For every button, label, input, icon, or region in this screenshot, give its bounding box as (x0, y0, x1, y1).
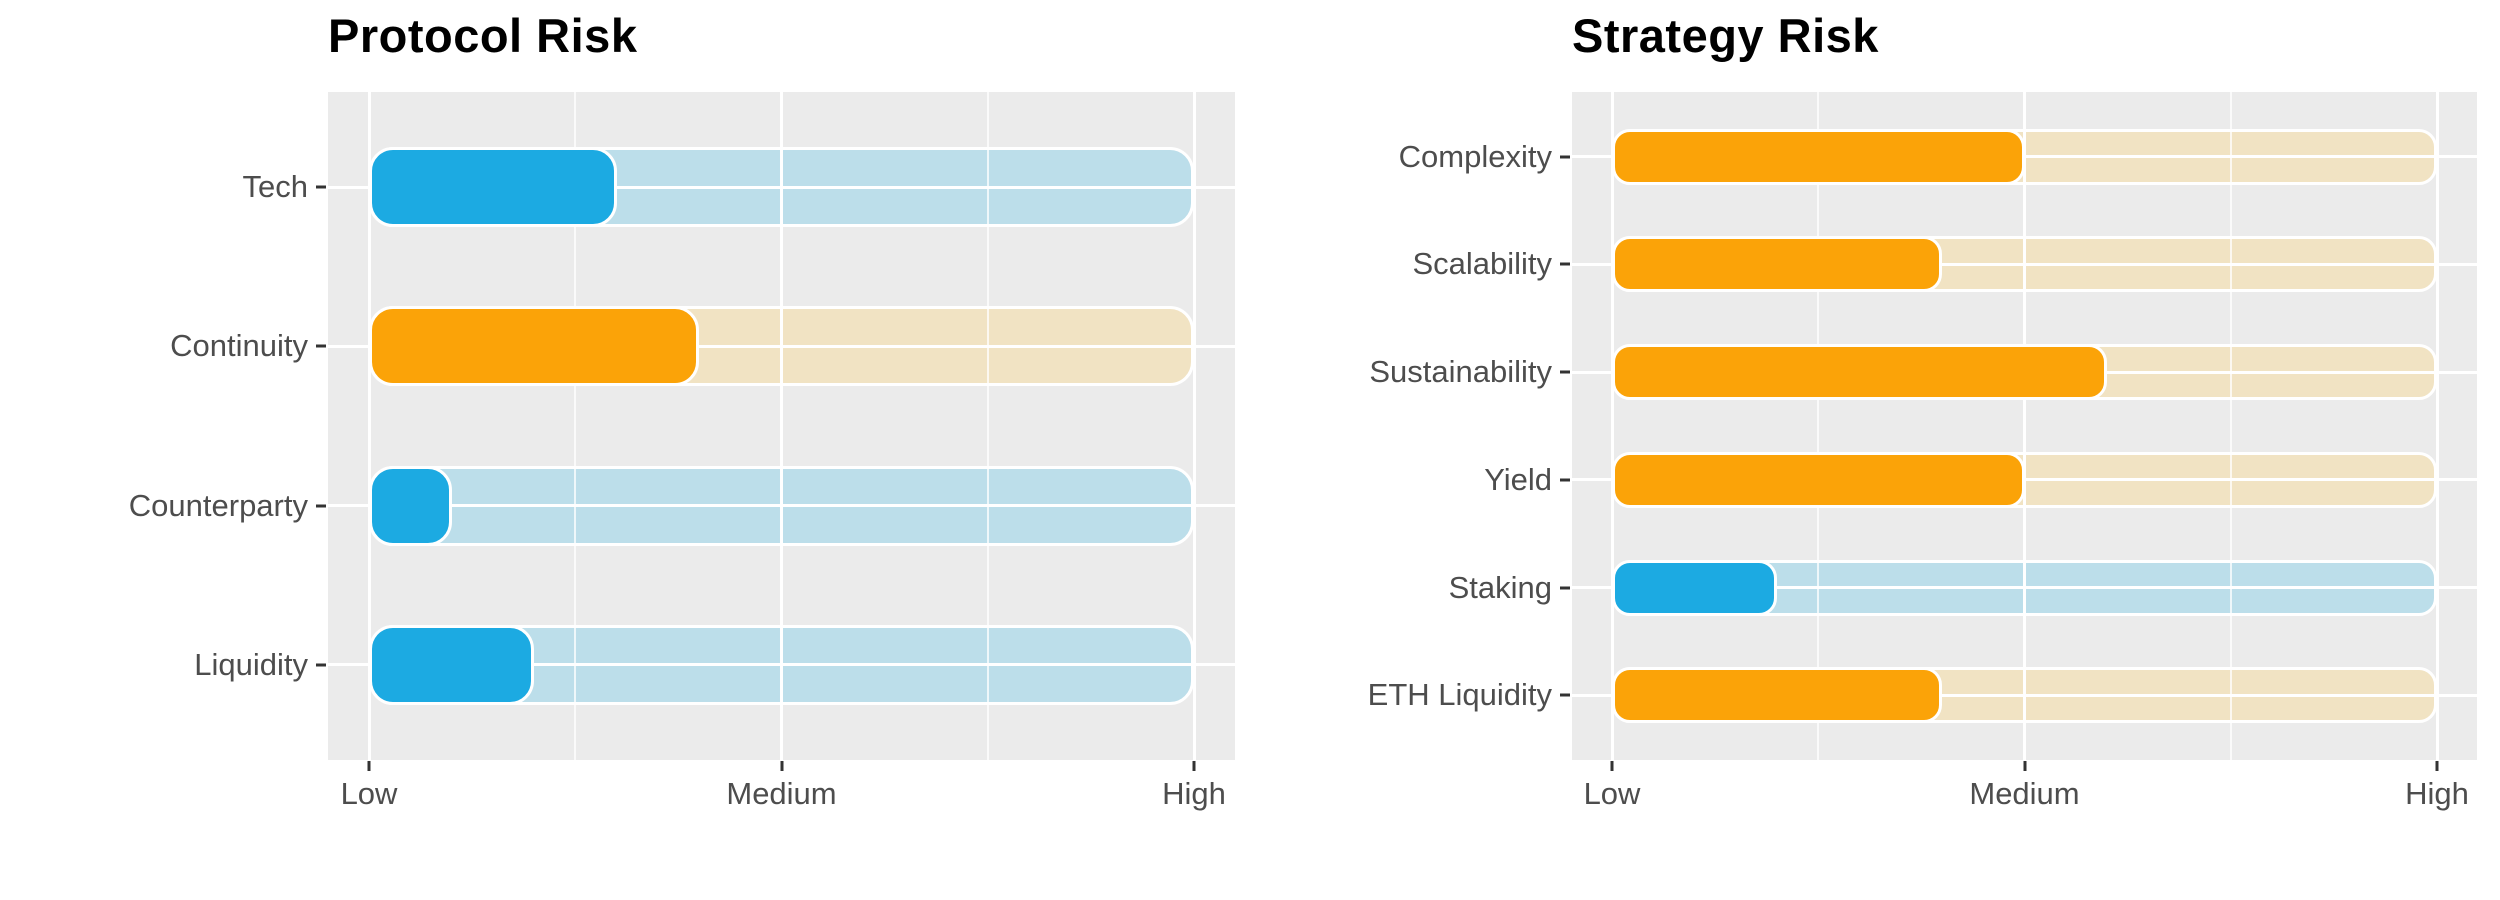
x-tick-label-medium: Medium (1969, 776, 2080, 811)
y-label-counterparty: Counterparty (128, 487, 308, 523)
gridline-minor-vertical (2229, 92, 2232, 760)
gridline-major-vertical (2435, 92, 2439, 760)
bar-counterparty (369, 465, 452, 546)
x-tick-low (367, 761, 371, 771)
gridline-horizontal (328, 504, 1235, 508)
gridline-horizontal (328, 663, 1235, 667)
gridline-major-vertical (2023, 92, 2026, 760)
bar-sustainability (1612, 344, 2107, 401)
x-tick-low (1610, 761, 1614, 771)
x-tick-label-high: High (2405, 776, 2469, 811)
x-tick-medium (2023, 761, 2026, 771)
y-label-liquidity: Liquidity (194, 646, 308, 682)
bar-liquidity (369, 624, 534, 705)
y-tick-complexity (1560, 155, 1570, 159)
y-label-staking: Staking (1448, 569, 1552, 605)
gridline-minor-vertical (574, 92, 577, 760)
bar-scalability (1612, 236, 1942, 293)
bar-tech (369, 147, 617, 228)
y-tick-eth-liquidity (1560, 693, 1570, 697)
bar-yield (1612, 451, 2025, 508)
y-label-eth-liquidity: ETH Liquidity (1367, 677, 1552, 713)
gridline-major-vertical (1192, 92, 1196, 760)
gridline-minor-vertical (986, 92, 989, 760)
plot-panel: Tech Continuity Counterparty Liquidity Low Me… (129, 92, 1235, 811)
gridline-horizontal (1572, 586, 2477, 590)
y-label-complexity: Complexity (1398, 138, 1552, 174)
y-label-tech: Tech (242, 169, 308, 205)
y-tick-scalability (1560, 262, 1570, 266)
y-tick-yield (1560, 478, 1570, 482)
bar-staking (1612, 559, 1777, 616)
y-tick-tech (316, 185, 326, 189)
chart-title: Strategy Risk (1572, 9, 1879, 62)
gridline-major-vertical (780, 92, 783, 760)
y-tick-continuity (316, 344, 326, 348)
x-tick-high (1192, 761, 1196, 771)
y-label-scalability: Scalability (1412, 246, 1552, 282)
protocol-risk-chart: Protocol Risk Tech Continuity Counterparty… (129, 9, 1235, 811)
y-tick-staking (1560, 586, 1570, 590)
gridline-minor-vertical (1817, 92, 1820, 760)
x-tick-medium (780, 761, 783, 771)
chart-title: Protocol Risk (328, 9, 638, 62)
x-tick-high (2435, 761, 2439, 771)
bar-continuity (369, 306, 699, 387)
y-tick-sustainability (1560, 370, 1570, 374)
gridline-horizontal (1572, 262, 2477, 266)
y-label-continuity: Continuity (170, 328, 308, 364)
plot-panel: Complexity Scalability Sustainability Yield… (1368, 92, 2477, 811)
gridline-horizontal (328, 344, 1235, 348)
x-tick-label-medium: Medium (726, 776, 837, 811)
y-tick-counterparty (316, 504, 326, 508)
strategy-risk-chart: Strategy Risk Complexity Scalability Susta… (1250, 0, 2500, 900)
y-tick-liquidity (316, 663, 326, 667)
gridline-horizontal (1572, 155, 2477, 159)
y-label-yield: Yield (1484, 461, 1552, 497)
gridline-major-vertical (367, 92, 371, 760)
x-tick-label-high: High (1162, 776, 1226, 811)
gridline-horizontal (1572, 693, 2477, 697)
x-tick-label-low: Low (340, 776, 398, 811)
y-label-sustainability: Sustainability (1369, 354, 1552, 390)
gridline-major-vertical (1610, 92, 1614, 760)
gridline-horizontal (328, 185, 1235, 189)
bar-eth-liquidity (1612, 667, 1942, 724)
x-tick-label-low: Low (1583, 776, 1641, 811)
bar-complexity (1612, 128, 2025, 185)
gridline-horizontal (1572, 478, 2477, 482)
